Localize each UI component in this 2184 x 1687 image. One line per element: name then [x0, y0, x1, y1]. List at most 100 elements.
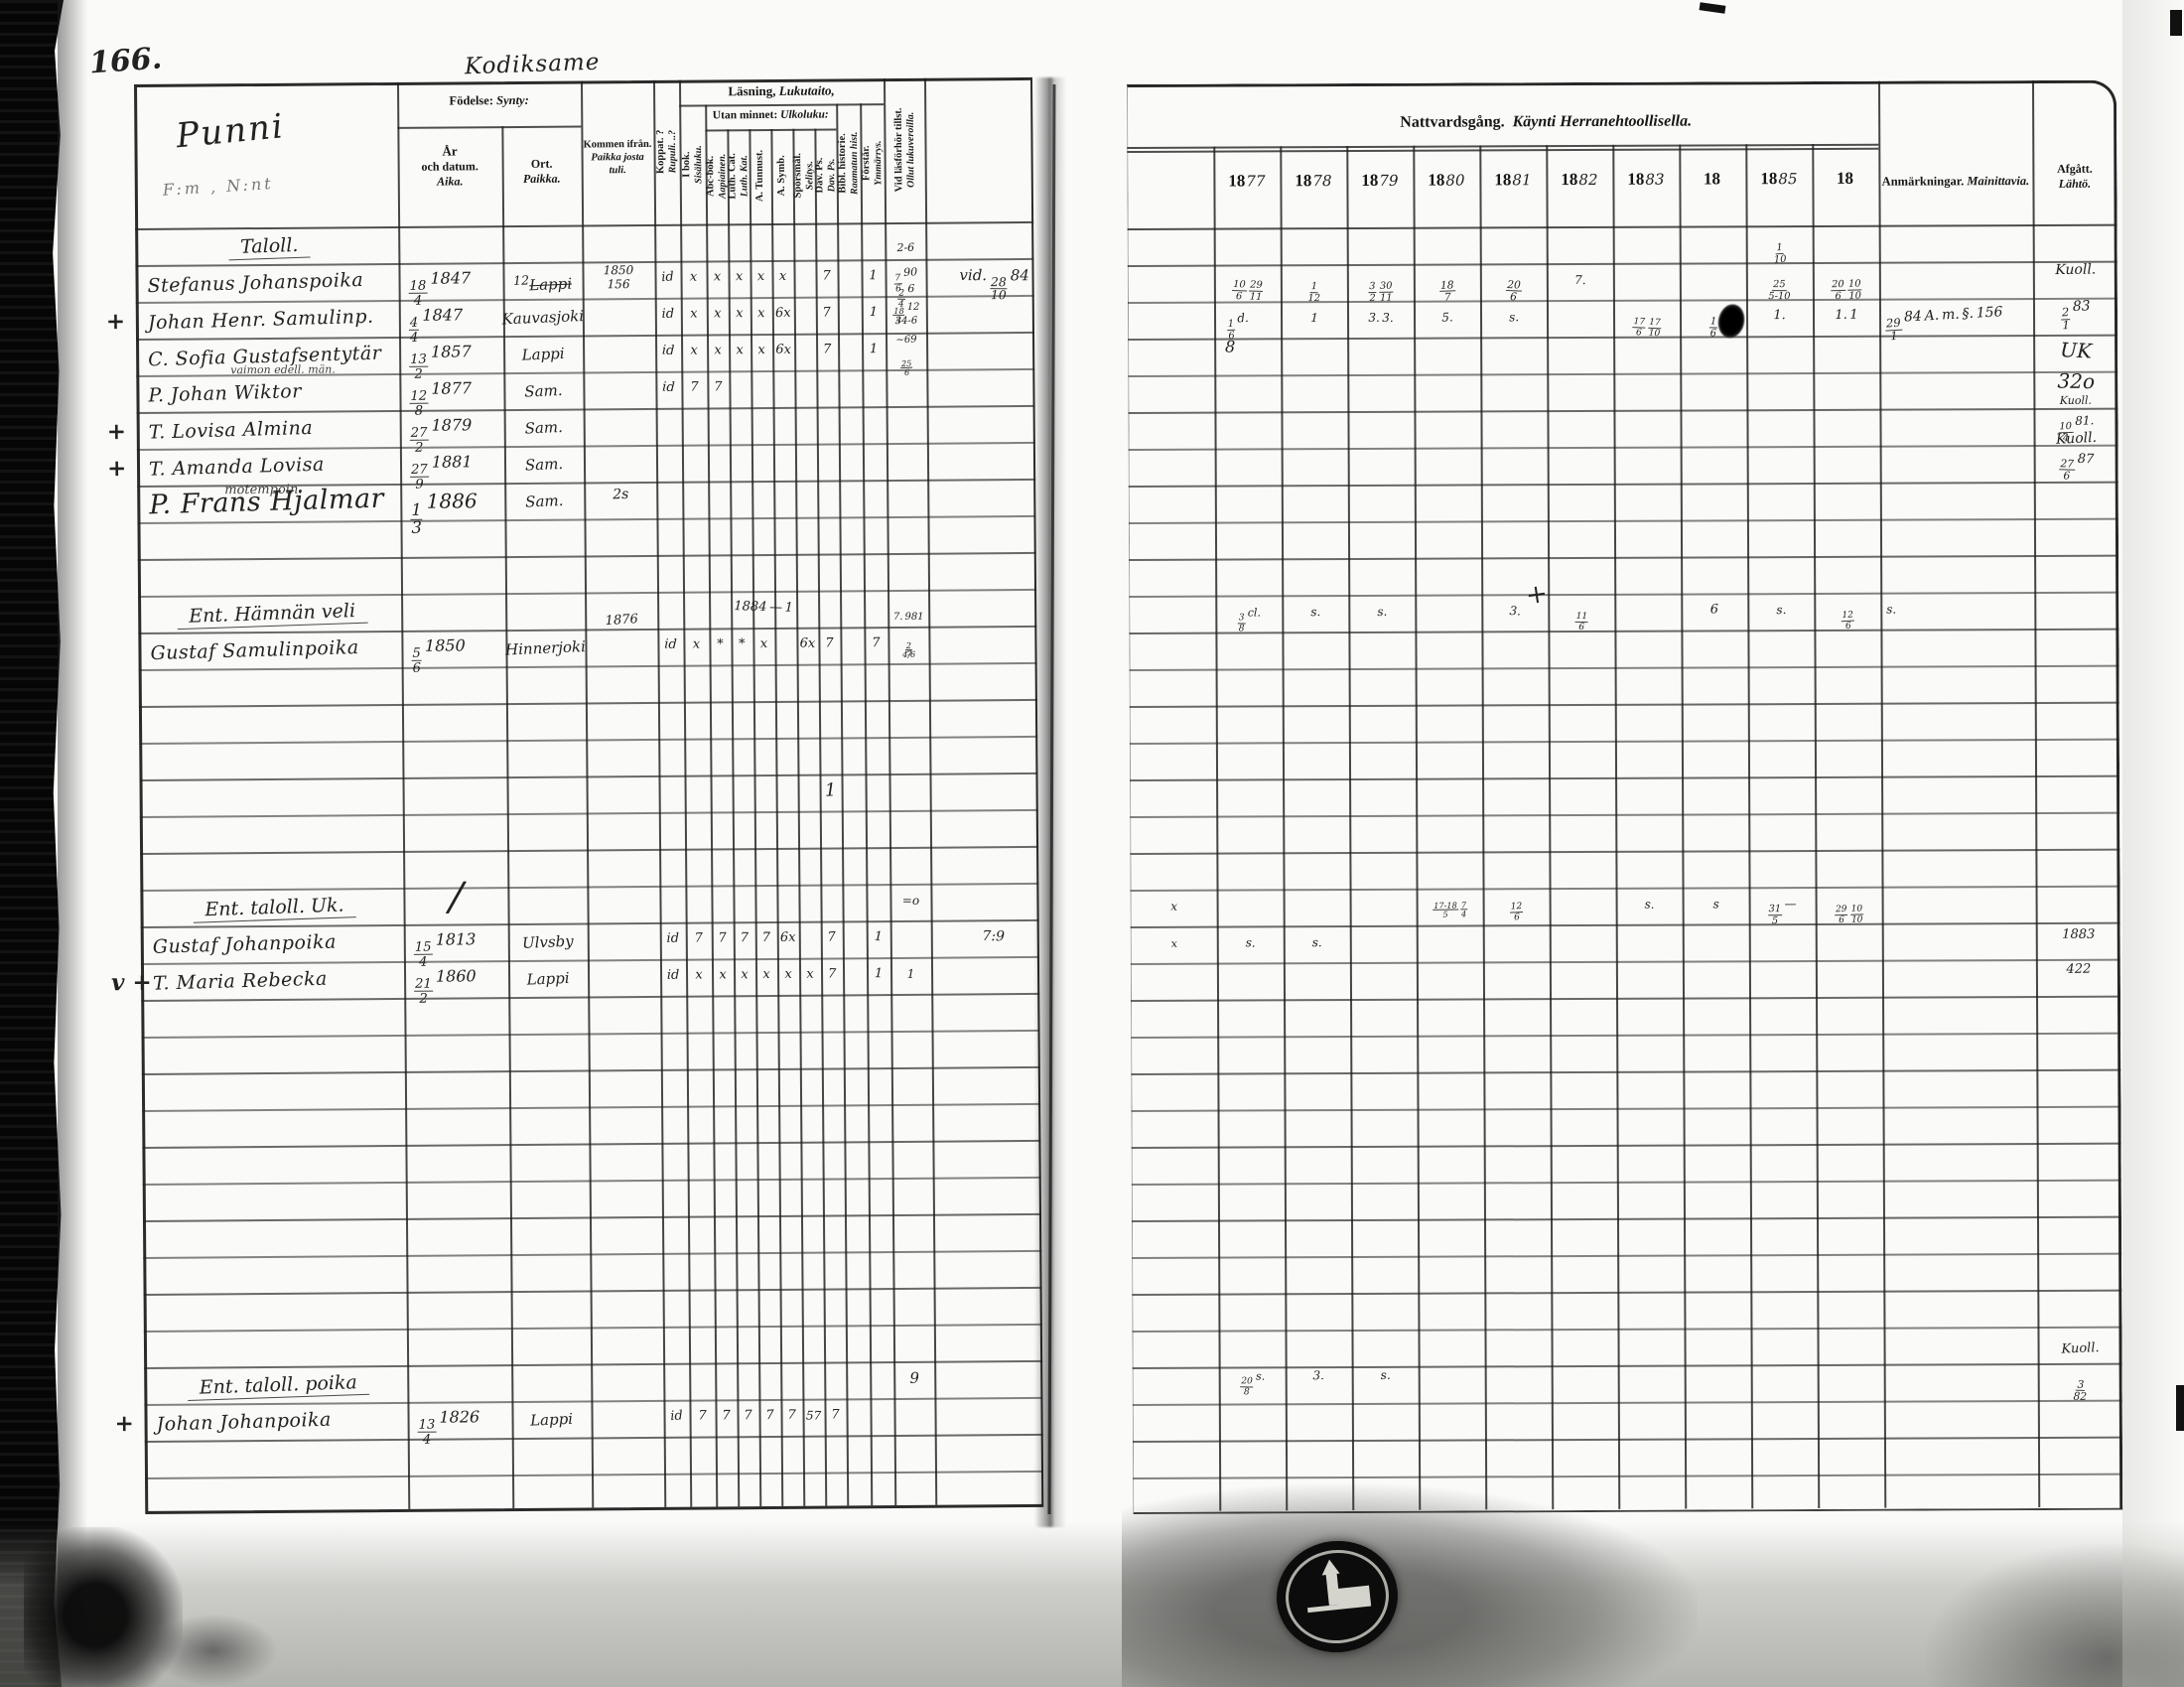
handwritten-mark: UK — [2059, 338, 2093, 363]
year-column-header-1880: 1880 — [1428, 170, 1465, 190]
handwritten-mark: s. — [1309, 605, 1320, 620]
birth-place-header: Ort. Paikka. — [522, 156, 561, 186]
handwritten-mark: x — [695, 967, 703, 983]
margin-cross: + — [106, 418, 127, 446]
year-column-header-1886: 18 — [1836, 168, 1853, 188]
handwritten-mark: s. — [1643, 897, 1655, 912]
birth-place: Lappi — [521, 344, 565, 364]
handwritten-mark: x — [736, 306, 744, 322]
right-table-frame — [1127, 79, 2123, 1514]
handwritten-mark: ∕ — [448, 874, 464, 920]
handwritten-mark: 57 — [805, 1408, 822, 1423]
handwritten-mark: 1 — [874, 966, 884, 982]
handwritten-mark: 2-6 — [895, 240, 914, 254]
birth-date: 27 9 1881 — [410, 452, 473, 492]
handwritten-mark: 29 6 10 10 — [1834, 904, 1863, 925]
handwritten-mark: 1 — [874, 929, 884, 945]
handwritten-mark: 1 — [824, 778, 837, 801]
handwritten-mark: Kuoll. — [2060, 1340, 2100, 1357]
birth-place: Sam. — [523, 380, 563, 401]
handwritten-mark: id — [663, 636, 677, 653]
book-spine-edge — [0, 0, 64, 1687]
handwritten-mark: s — [1711, 897, 1719, 912]
handwritten-mark: 7 — [872, 635, 881, 651]
catechism-column-header: Luth. Cat. Luth. Kat. — [727, 153, 751, 200]
handwritten-mark: s. — [1245, 935, 1256, 950]
handwritten-mark: 7 — [822, 305, 832, 321]
person-name: P. Johan Wiktor — [148, 380, 303, 407]
reading-header: Läsning, Lukutaito, — [728, 82, 835, 99]
handwritten-mark: id — [661, 306, 675, 323]
handwritten-mark: 1 — [869, 342, 879, 357]
handwritten-mark: x — [784, 967, 792, 983]
birth-place: Sam. — [524, 417, 564, 438]
section-heading: Taloll. — [227, 233, 311, 261]
handwritten-mark: 7 — [740, 930, 750, 946]
handwritten-mark: x — [689, 269, 698, 285]
handwritten-mark: 7 — [787, 1407, 796, 1424]
handwritten-mark: 1. — [1773, 308, 1786, 324]
handwritten-mark: 20 8 s. — [1239, 1369, 1265, 1397]
handwritten-mark: 7 — [822, 342, 832, 357]
handwritten-mark: x — [741, 967, 749, 983]
handwritten-mark: 34-6 — [894, 315, 917, 327]
handwritten-mark: x — [735, 269, 744, 285]
handwritten-mark: x — [736, 343, 745, 358]
handwritten-mark: ~69 — [894, 333, 917, 346]
scan-speck — [1699, 2, 1726, 14]
handwritten-mark: 20 6 10 10 — [1830, 278, 1862, 302]
handwritten-mark: * — [738, 636, 746, 652]
remarks-header: Anmärkningar. Mainittavia. — [1881, 174, 2030, 189]
handwritten-mark: id — [661, 379, 675, 396]
handwritten-mark: 9 — [908, 1368, 919, 1387]
handwritten-mark: x — [806, 966, 815, 983]
handwritten-mark: s. — [1376, 604, 1388, 620]
handwritten-mark: id — [661, 343, 675, 359]
handwritten-mark: 3 82 — [2072, 1377, 2087, 1404]
handwritten-mark: 5. — [1440, 310, 1453, 325]
margin-cross: + — [106, 455, 127, 483]
handwritten-mark: Kuoll. — [2055, 429, 2097, 448]
vaccinated-column-header: Koppat. ? Rupuli. ..? — [654, 129, 679, 175]
year-column-header-1882: 1882 — [1561, 170, 1598, 190]
handwritten-mark: 1 — [869, 268, 878, 284]
handwritten-mark: id — [666, 930, 680, 947]
handwritten-mark: x — [690, 343, 698, 358]
handwritten-mark: 1 — [869, 305, 879, 321]
questions-column-header: Spörsmål. Selitys. — [792, 153, 816, 199]
handwritten-mark: s. — [1379, 1367, 1391, 1383]
handwritten-mark: id — [660, 269, 675, 286]
bottom-left-smudge — [149, 1614, 278, 1687]
scan-speck — [2170, 10, 2182, 36]
handwritten-mark: 7 — [825, 635, 834, 651]
stamp-area-shadow — [1122, 1484, 1698, 1687]
year-column-header-1885: 1885 — [1760, 169, 1798, 189]
birth-date: 27 2 1879 — [409, 415, 473, 456]
birth-date: 21 2 1860 — [414, 966, 477, 1007]
margin-cross: v + — [110, 968, 152, 997]
handwritten-mark: x — [713, 306, 722, 322]
handwritten-mark: 1876 — [604, 612, 638, 630]
handwritten-mark: x — [756, 269, 765, 285]
by-heart-header: Utan minnet: Ulkoluku: — [712, 108, 829, 122]
margin-cross: + — [114, 1410, 134, 1438]
birth-place: Sam. — [524, 491, 564, 511]
handwritten-mark: s. — [1775, 602, 1787, 618]
handwritten-mark: 7 — [831, 1407, 840, 1423]
right-page-table: Nattvardsgång. Käynti Herranehtoollisell… — [1127, 79, 2125, 1514]
handwritten-mark: 6x — [774, 305, 791, 322]
handwritten-mark: x — [762, 967, 770, 983]
handwritten-mark: s. — [1886, 602, 1897, 617]
handwritten-mark: 3. — [1508, 604, 1521, 619]
birth-place: Lappi — [529, 1409, 574, 1430]
handwritten-mark: x — [718, 967, 728, 983]
handwritten-mark: 17 6 17 10 — [1631, 316, 1662, 339]
birth-place: 12Lappi — [512, 272, 573, 295]
handwritten-mark: 7 — [765, 1408, 775, 1424]
